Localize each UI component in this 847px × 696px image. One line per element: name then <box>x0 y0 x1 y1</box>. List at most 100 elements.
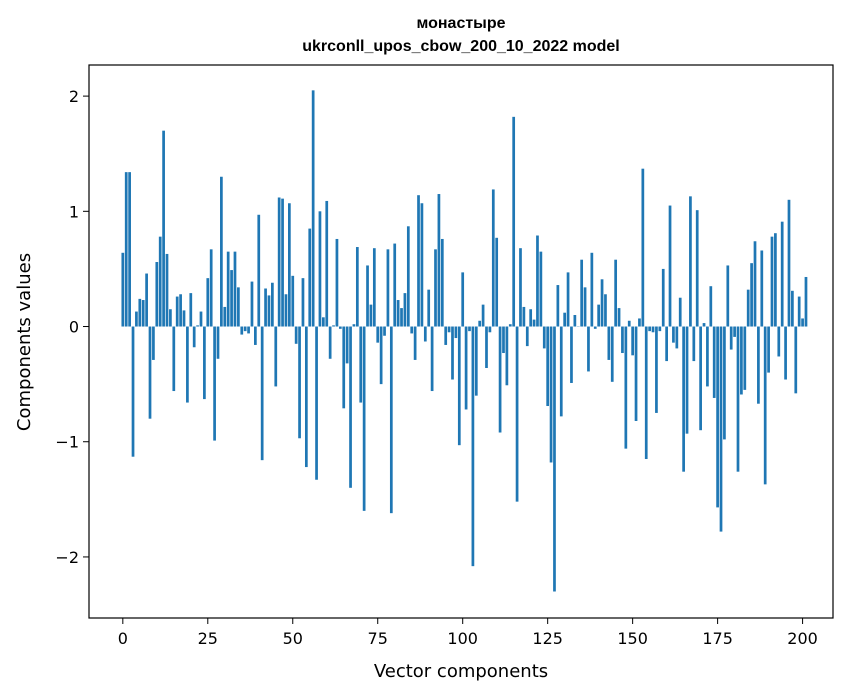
x-tick-label: 100 <box>447 629 478 648</box>
bar <box>389 326 393 514</box>
y-axis-ticks: −2 −1 0 1 2 <box>55 87 89 567</box>
bar <box>729 326 733 350</box>
bar <box>298 326 301 439</box>
bar <box>386 249 390 327</box>
bar <box>250 281 254 327</box>
bar <box>291 275 295 327</box>
bar <box>648 326 651 332</box>
bar <box>740 326 743 395</box>
bar <box>525 326 529 347</box>
bar <box>587 326 590 372</box>
bar <box>175 296 179 327</box>
bar <box>508 324 512 327</box>
bar <box>264 288 267 327</box>
bar <box>593 326 597 329</box>
bar <box>243 326 247 332</box>
bar <box>512 116 516 327</box>
bar <box>213 326 216 441</box>
bar <box>423 326 427 342</box>
bar <box>447 326 451 333</box>
chart-title: монастыре <box>416 15 505 32</box>
x-tick-label: 150 <box>617 629 648 648</box>
bar <box>672 326 675 343</box>
bar <box>474 326 478 396</box>
bar <box>271 282 274 327</box>
bar <box>372 248 376 327</box>
bar <box>617 308 621 327</box>
bar <box>148 326 152 419</box>
bar <box>712 326 716 398</box>
y-tick-label: −1 <box>55 433 79 452</box>
bar <box>179 294 182 327</box>
bar <box>158 236 162 327</box>
bar <box>634 326 638 421</box>
bar <box>440 238 444 327</box>
bar <box>699 326 702 431</box>
bar <box>393 243 397 327</box>
bar <box>457 326 461 446</box>
bar <box>573 315 577 327</box>
bar <box>559 326 563 417</box>
bar <box>614 259 618 327</box>
bar <box>791 290 794 327</box>
bar <box>719 326 723 532</box>
bar <box>801 318 804 327</box>
bar <box>135 311 138 327</box>
bar <box>553 326 556 592</box>
bar <box>406 226 410 327</box>
bar <box>311 90 315 327</box>
bar <box>325 200 329 327</box>
bar <box>488 326 492 333</box>
bar <box>529 309 533 327</box>
bar <box>335 238 339 327</box>
bar <box>315 326 318 480</box>
bar <box>437 194 441 327</box>
bar <box>328 326 332 359</box>
bar <box>644 326 648 460</box>
bar <box>770 236 774 327</box>
y-tick-label: 0 <box>69 318 79 337</box>
bar <box>169 309 172 327</box>
bar <box>597 304 601 327</box>
bar <box>274 326 278 387</box>
x-tick-label: 175 <box>702 629 733 648</box>
bar <box>726 265 730 327</box>
bar <box>254 326 257 345</box>
bar <box>203 326 206 400</box>
bar <box>321 317 325 327</box>
bar <box>485 326 488 368</box>
bar <box>257 214 261 327</box>
bar <box>692 326 696 362</box>
bar <box>750 263 753 327</box>
bar <box>780 221 784 327</box>
bar <box>532 319 536 327</box>
bar <box>369 304 373 327</box>
bar <box>556 285 560 327</box>
bar <box>651 326 655 333</box>
bar <box>716 326 719 508</box>
bar <box>294 326 298 344</box>
bar <box>675 326 679 349</box>
bar <box>223 306 227 327</box>
bar <box>260 326 264 461</box>
bar <box>349 326 352 488</box>
bar <box>678 297 682 327</box>
bar <box>121 252 125 327</box>
bar <box>478 320 482 327</box>
bar <box>152 326 155 360</box>
x-tick-label: 50 <box>283 629 303 648</box>
bar <box>471 326 475 567</box>
bar <box>774 233 777 327</box>
bar <box>396 300 400 327</box>
bar <box>199 311 203 327</box>
bar <box>410 326 414 334</box>
bar <box>519 248 522 327</box>
bar <box>332 325 335 327</box>
bar <box>570 326 573 383</box>
bar <box>804 276 808 327</box>
y-tick-label: 2 <box>69 87 79 106</box>
bar <box>787 199 791 327</box>
x-tick-label: 25 <box>198 629 218 648</box>
bar <box>682 326 685 472</box>
